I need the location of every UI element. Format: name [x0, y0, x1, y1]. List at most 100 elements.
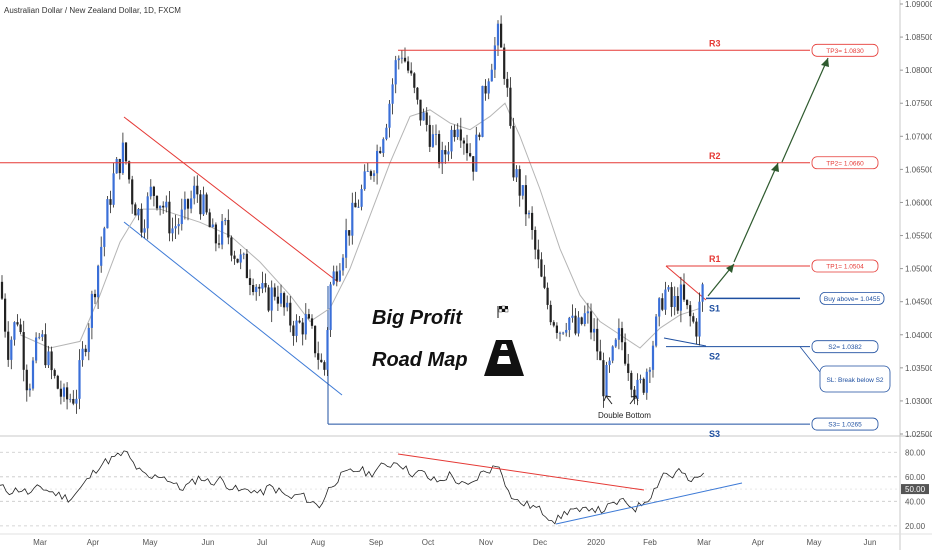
- candle: [128, 160, 131, 184]
- checkered-flag-icon: [497, 305, 509, 318]
- candle: [66, 382, 69, 410]
- candle: [580, 316, 583, 326]
- candle: [97, 264, 100, 309]
- candle: [624, 333, 627, 366]
- headline-line-1: Big Profit: [372, 307, 463, 329]
- candle: [645, 368, 648, 400]
- candle: [323, 360, 326, 376]
- candle: [493, 37, 496, 78]
- level-name: R2: [709, 151, 721, 161]
- level-r3: R3 TP3= 1.0830: [398, 38, 879, 57]
- candle: [617, 318, 620, 350]
- time-tick-label: Mar: [33, 538, 47, 547]
- candle: [509, 77, 512, 129]
- downtrend-support-line: [123, 221, 343, 396]
- price-tick-label: 1.06000: [905, 198, 932, 207]
- candle: [217, 234, 221, 249]
- candle: [562, 331, 565, 335]
- candle: [252, 278, 255, 296]
- level-box: [811, 43, 879, 57]
- oscillator-current-tag: [901, 484, 929, 495]
- candle: [41, 330, 44, 342]
- double-bottom-arrow-2: [629, 395, 637, 405]
- stop-loss-note: SL: Break below S2: [799, 346, 891, 393]
- double-bottom-arrowhead-2: [630, 395, 639, 402]
- oscillator-tick-label: 40.00: [905, 497, 926, 506]
- level-box-label: S3= 1.0265: [828, 422, 862, 429]
- candle: [304, 303, 307, 340]
- arrow-head-1: [771, 163, 779, 172]
- candle: [518, 165, 521, 207]
- candle: [475, 126, 478, 172]
- wedge-lower-line: [663, 337, 707, 347]
- candle: [465, 134, 469, 161]
- candle: [400, 50, 403, 64]
- candle: [75, 389, 78, 414]
- candle: [527, 210, 531, 219]
- level-name: R1: [709, 254, 721, 264]
- candle: [456, 123, 459, 140]
- candle: [658, 297, 661, 327]
- double-bottom-arrow-1: [605, 395, 613, 405]
- candle: [438, 130, 441, 169]
- level-name: S2: [709, 352, 720, 362]
- candle: [103, 226, 106, 257]
- level-box: [811, 417, 879, 431]
- candle: [177, 218, 180, 235]
- oscillator-pane: 80.00 60.00 50.00 40.00 20.00: [0, 448, 929, 531]
- candle: [239, 248, 242, 270]
- candle: [431, 125, 434, 148]
- candle: [93, 289, 97, 305]
- candle: [171, 217, 174, 242]
- candle: [549, 300, 552, 326]
- level-name: S3: [709, 429, 720, 439]
- level-box-label: TP3= 1.0830: [826, 48, 864, 55]
- candle: [255, 284, 258, 301]
- candle: [283, 291, 286, 316]
- candle: [115, 157, 118, 174]
- double-bottom-arrowhead-1: [603, 395, 612, 402]
- time-tick-label: Sep: [369, 538, 384, 547]
- candle: [242, 252, 245, 260]
- candle: [310, 314, 314, 329]
- candle: [279, 284, 283, 307]
- candle: [196, 175, 199, 203]
- price-tick-label: 1.04500: [905, 298, 932, 307]
- level-box: [811, 340, 879, 354]
- candle: [515, 165, 518, 183]
- candle: [419, 99, 422, 126]
- candle: [568, 316, 571, 338]
- candle: [692, 312, 695, 324]
- candle: [159, 205, 162, 216]
- double-bottom-markers: Double Bottom: [598, 395, 651, 420]
- candle: [524, 175, 527, 226]
- candle: [190, 190, 193, 214]
- projection-arrow-1: [733, 162, 779, 263]
- road-icon: [484, 340, 524, 376]
- oscillator-support-line: [555, 482, 743, 525]
- price-tick-label: 1.06500: [905, 165, 932, 174]
- price-tick-label: 1.08500: [905, 33, 932, 42]
- candle: [667, 285, 670, 292]
- candle: [407, 56, 410, 74]
- candle: [651, 340, 655, 378]
- candle: [620, 321, 624, 351]
- candle: [131, 175, 134, 214]
- time-tick-label: Aug: [311, 538, 325, 547]
- time-tick-label: May: [806, 538, 821, 547]
- level-box-label: Buy above= 1.0455: [824, 296, 881, 303]
- candle: [602, 352, 605, 408]
- candle: [230, 235, 233, 262]
- candle: [416, 86, 419, 105]
- candle: [7, 321, 10, 367]
- time-tick-label: 2020: [587, 538, 605, 547]
- price-ticks: 1.09000 1.08500 1.08000 1.07500 1.07000 1.065…: [900, 0, 932, 439]
- candle: [379, 146, 382, 155]
- level-s1: S1 Buy above= 1.0455: [706, 291, 885, 313]
- candle: [627, 353, 630, 381]
- candle: [106, 195, 109, 229]
- candle: [22, 320, 25, 382]
- candle: [589, 303, 593, 340]
- candle: [506, 71, 509, 97]
- level-box-label: TP2= 1.0660: [826, 160, 864, 167]
